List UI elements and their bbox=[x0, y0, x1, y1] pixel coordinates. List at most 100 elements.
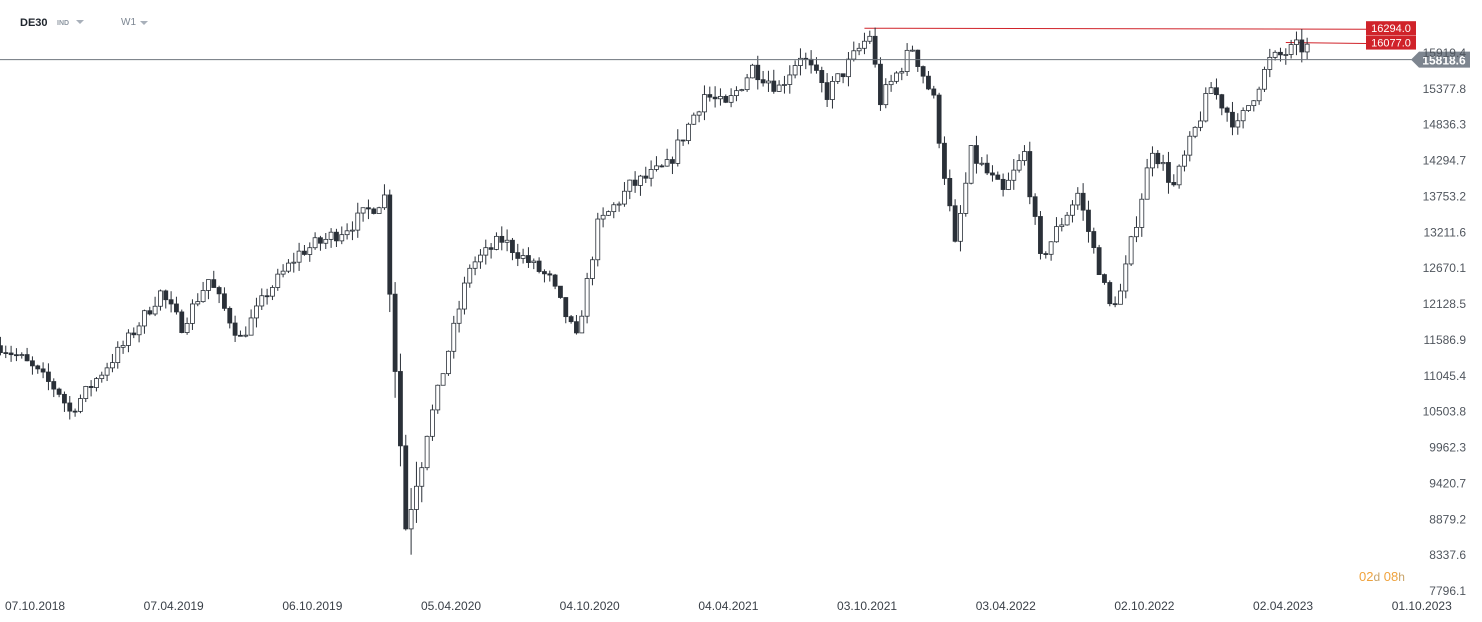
candle bbox=[222, 287, 227, 311]
candle bbox=[243, 326, 249, 338]
candle-body-down bbox=[371, 208, 377, 214]
candle bbox=[568, 314, 574, 324]
candle-body-down bbox=[211, 279, 217, 288]
candle-body-up bbox=[846, 58, 851, 78]
candle-body-down bbox=[163, 290, 169, 301]
candle bbox=[888, 74, 894, 92]
candle-body-up bbox=[787, 74, 793, 85]
candle-body-up bbox=[798, 57, 803, 66]
candle bbox=[414, 461, 419, 523]
candle bbox=[1054, 217, 1059, 243]
candle bbox=[1171, 174, 1177, 187]
candle bbox=[664, 148, 670, 167]
candle-body-down bbox=[515, 252, 521, 259]
candle-body-up bbox=[195, 301, 201, 305]
candle-body-down bbox=[1299, 39, 1305, 53]
candle-body-down bbox=[1107, 282, 1113, 305]
candle-body-up bbox=[1272, 51, 1278, 58]
candle bbox=[659, 164, 665, 168]
candle-body-up bbox=[782, 84, 787, 86]
candle-body-up bbox=[1064, 214, 1070, 226]
timeframe-selector[interactable]: W1 bbox=[121, 17, 136, 28]
candle bbox=[184, 317, 190, 335]
candle bbox=[1166, 151, 1171, 194]
candle bbox=[376, 206, 382, 214]
candle-body-up bbox=[520, 255, 526, 259]
candle bbox=[403, 434, 409, 531]
candle bbox=[798, 48, 803, 76]
instrument-type-label: IND bbox=[57, 20, 70, 27]
symbol-chevron-down-icon[interactable] bbox=[76, 20, 84, 24]
candle-body-down bbox=[366, 207, 371, 210]
candle-body-down bbox=[1032, 196, 1038, 217]
candle bbox=[622, 182, 627, 207]
candle bbox=[3, 345, 9, 359]
candle bbox=[878, 57, 883, 111]
candle-body-up bbox=[584, 278, 590, 317]
candle-body-down bbox=[56, 388, 62, 395]
level-tag-label: 16294.0 bbox=[1371, 23, 1411, 35]
timeframe-chevron-down-icon[interactable] bbox=[140, 21, 148, 25]
candle bbox=[1022, 145, 1027, 166]
candle-body-up bbox=[686, 123, 691, 141]
candle bbox=[1251, 100, 1257, 112]
candle bbox=[531, 258, 537, 270]
candle bbox=[734, 86, 739, 102]
candle-body-down bbox=[558, 285, 563, 298]
candle-body-up bbox=[158, 290, 163, 307]
candle bbox=[867, 30, 873, 45]
countdown-days-unit: d bbox=[1373, 570, 1381, 584]
candle-body-up bbox=[616, 203, 622, 206]
candle-body-up bbox=[766, 80, 771, 84]
candle-body-up bbox=[280, 270, 286, 275]
candle bbox=[152, 296, 158, 317]
candle bbox=[1107, 280, 1113, 307]
candle-body-up bbox=[622, 190, 627, 205]
candle-body-down bbox=[824, 82, 830, 100]
candle-body-down bbox=[643, 175, 649, 179]
candle bbox=[515, 243, 521, 267]
candle bbox=[1139, 193, 1145, 237]
candle-body-up bbox=[830, 81, 835, 100]
candle-body-down bbox=[392, 293, 398, 372]
candle-body-down bbox=[1278, 51, 1283, 56]
candle bbox=[339, 226, 345, 245]
candle bbox=[190, 299, 195, 330]
candle-body-down bbox=[227, 307, 233, 324]
candle-body-up bbox=[1016, 160, 1022, 171]
candle-body-up bbox=[675, 139, 681, 164]
candle-body-down bbox=[88, 386, 94, 388]
candle-body-up bbox=[1134, 227, 1139, 238]
symbol-selector[interactable]: DE30 bbox=[20, 17, 48, 29]
candle bbox=[62, 391, 67, 412]
candle bbox=[1112, 296, 1118, 308]
candle-body-up bbox=[483, 247, 489, 256]
candle-body-up bbox=[638, 175, 643, 186]
candle bbox=[1080, 183, 1086, 221]
candle-body-down bbox=[1155, 152, 1161, 165]
y-tick-label: 10503.8 bbox=[1423, 405, 1467, 419]
candle-body-down bbox=[398, 371, 403, 447]
candle-body-down bbox=[168, 299, 174, 305]
candle-body-down bbox=[942, 142, 947, 179]
candle-body-down bbox=[46, 371, 51, 382]
candle bbox=[216, 285, 222, 304]
candle-body-down bbox=[72, 410, 78, 413]
candle-body-up bbox=[99, 374, 105, 380]
level-line bbox=[1285, 42, 1367, 45]
candle bbox=[1150, 146, 1155, 177]
candle-body-up bbox=[968, 145, 974, 184]
candle bbox=[1091, 227, 1097, 254]
x-tick-label: 03.04.2022 bbox=[976, 599, 1036, 613]
candle-body-up bbox=[248, 317, 254, 336]
candle bbox=[670, 156, 675, 175]
candle-body-down bbox=[931, 88, 937, 96]
y-tick-label: 13211.6 bbox=[1424, 225, 1467, 239]
candle-body-down bbox=[995, 174, 1001, 180]
candle bbox=[643, 166, 649, 184]
candle bbox=[1294, 31, 1299, 56]
candle-body-down bbox=[174, 303, 179, 313]
candle-body-down bbox=[387, 194, 393, 295]
candle bbox=[968, 145, 974, 185]
